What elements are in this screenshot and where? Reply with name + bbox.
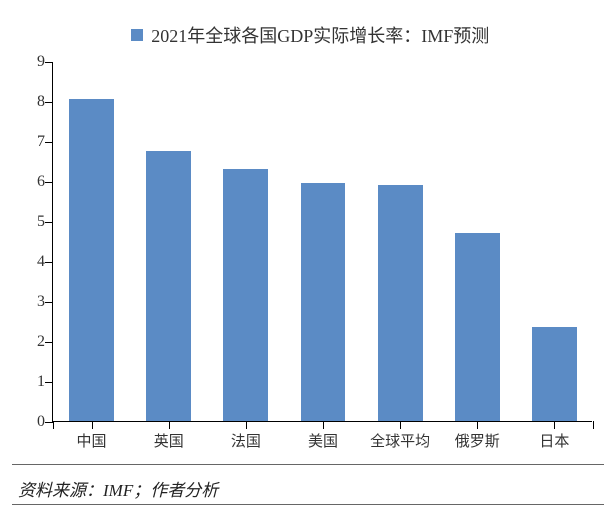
- x-axis-label: 英国: [154, 430, 184, 451]
- legend-marker: [131, 29, 143, 41]
- x-tick: [53, 421, 54, 429]
- y-tick: [45, 302, 53, 303]
- bar: [223, 169, 268, 421]
- y-axis-label: 8: [25, 93, 45, 111]
- y-axis-label: 3: [25, 293, 45, 311]
- x-tick: [400, 421, 401, 429]
- y-axis-label: 0: [25, 413, 45, 431]
- x-tick: [477, 421, 478, 429]
- y-tick: [45, 62, 53, 63]
- bar: [378, 185, 423, 421]
- y-tick: [45, 102, 53, 103]
- y-tick: [45, 142, 53, 143]
- bar: [146, 151, 191, 421]
- y-axis-label: 1: [25, 373, 45, 391]
- x-tick: [92, 421, 93, 429]
- x-axis-label: 日本: [539, 430, 569, 451]
- y-axis-label: 4: [25, 253, 45, 271]
- bar: [69, 99, 114, 421]
- x-axis-label: 法国: [231, 430, 261, 451]
- y-tick: [45, 222, 53, 223]
- y-axis-label: 6: [25, 173, 45, 191]
- y-axis-label: 9: [25, 53, 45, 71]
- x-tick: [246, 421, 247, 429]
- y-axis-label: 2: [25, 333, 45, 351]
- y-tick: [45, 422, 53, 423]
- legend-label: 2021年全球各国GDP实际增长率：IMF预测: [151, 26, 489, 46]
- x-tick: [593, 421, 594, 429]
- source-text: 资料来源：IMF；作者分析: [18, 476, 218, 501]
- x-tick: [169, 421, 170, 429]
- x-axis-label: 俄罗斯: [455, 430, 500, 451]
- y-tick: [45, 262, 53, 263]
- x-tick: [323, 421, 324, 429]
- bar: [455, 233, 500, 421]
- bar: [532, 327, 577, 421]
- source-divider-top: [12, 464, 604, 465]
- gdp-chart: 2021年全球各国GDP实际增长率：IMF预测 0123456789中国英国法国…: [20, 10, 600, 450]
- chart-legend: 2021年全球各国GDP实际增长率：IMF预测: [20, 10, 600, 56]
- x-tick: [554, 421, 555, 429]
- x-axis-label: 美国: [308, 430, 338, 451]
- plot-area: 0123456789中国英国法国美国全球平均俄罗斯日本: [52, 62, 592, 422]
- y-axis-label: 5: [25, 213, 45, 231]
- y-tick: [45, 382, 53, 383]
- source-divider-bottom: [12, 504, 604, 505]
- x-axis-label: 中国: [77, 430, 107, 451]
- x-axis-label: 全球平均: [370, 430, 430, 451]
- y-axis-label: 7: [25, 133, 45, 151]
- y-tick: [45, 182, 53, 183]
- bar: [301, 183, 346, 421]
- y-tick: [45, 342, 53, 343]
